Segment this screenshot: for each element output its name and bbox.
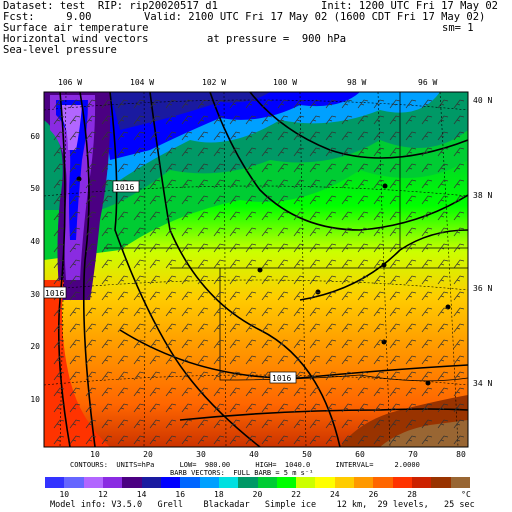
colorbar-cell [180,477,201,488]
lat-label: 36 N [473,284,492,293]
lat-label: 38 N [473,191,492,200]
y-tick-label: 30 [30,290,40,299]
colorbar-cell [141,477,162,488]
temperature-field [44,92,468,447]
x-tick-label: 70 [408,450,418,459]
forecast-hour-label: Fcst: 9.00 [3,11,92,23]
colorbar-cell [450,477,471,488]
barb-vectors-info: BARB VECTORS: FULL BARB = 5 m s⁻¹ [170,469,314,477]
y-tick-label: 20 [30,342,40,351]
isobar-label: 1016 [272,374,291,383]
colorbar-unit: °C [461,490,471,499]
dataset-label: Dataset: test RIP: rip20020517 d1 [3,0,218,12]
y-tick-label: 10 [30,395,40,404]
colorbar-cell [296,477,316,488]
colorbar-cell [315,477,336,488]
colorbar-cell [83,477,104,488]
colorbar-cell [276,477,297,488]
colorbar-cell [45,477,65,488]
colorbar-label: 16 [175,490,186,499]
smoothing-label: sm= 1 [442,22,474,34]
model-info: Model info: V3.5.0 Grell Blackadar Simpl… [50,500,475,510]
lon-label: 100 W [273,78,297,87]
init-time-label: Init: 1200 UTC Fri 17 May 02 [321,0,499,12]
x-tick-label: 40 [249,450,259,459]
lat-label: 40 N [473,96,492,105]
x-tick-label: 20 [143,450,153,459]
isobar-label: 1016 [115,183,134,192]
y-tick-label: 50 [30,184,40,193]
isobar-label: 1016 [45,289,64,298]
colorbar-cell [373,477,394,488]
colorbar-label: 26 [368,490,379,499]
colorbar-label: 22 [291,490,301,499]
colorbar-label: 12 [98,490,108,499]
field-temperature-label: Surface air temperature [3,22,149,34]
contours-info: CONTOURS: UNITS=hPa LOW= 980.00 HIGH= 10… [70,461,420,469]
colorbar-label: 10 [59,490,70,499]
lon-label: 98 W [347,78,366,87]
state-boundaries [104,92,468,382]
colorbar-cell [412,477,432,488]
lon-label: 96 W [418,78,437,87]
colorbar-cell [199,477,220,488]
pressure-level-label: at pressure = 900 hPa [207,33,347,45]
x-tick-label: 30 [196,450,206,459]
wind-barbs [53,99,465,445]
colorbar-cell [160,477,181,488]
colorbar-cell [392,477,413,488]
colorbar-cell [354,477,374,488]
field-wind-label: Horizontal wind vectors [3,33,149,45]
x-tick-label: 10 [90,450,100,459]
x-tick-label: 80 [456,450,466,459]
colorbar-cell [257,477,278,488]
colorbar-cell [431,477,452,488]
lat-label: 34 N [473,379,492,388]
colorbar-cell [64,477,85,488]
colorbar-label: 24 [329,490,340,499]
colorbar-cell [238,477,258,488]
valid-time-label: Valid: 2100 UTC Fri 17 May 02 (1600 CDT … [144,11,486,23]
colorbar-label: 18 [214,490,224,499]
x-tick-label: 60 [355,450,365,459]
lat-lon-grid [44,92,468,447]
lon-label: 104 W [130,78,154,87]
x-tick-label: 50 [302,450,312,459]
y-tick-label: 40 [30,237,40,246]
plot-frame [43,91,469,448]
lon-label: 102 W [202,78,226,87]
colorbar-cell [218,477,239,488]
colorbar-cell [102,477,123,488]
colorbar-label: 28 [407,490,417,499]
field-slp-label: Sea-level pressure [3,44,117,56]
colorbar-label: 14 [136,490,147,499]
colorbar-cell [122,477,143,488]
y-tick-label: 60 [30,132,40,141]
pressure-center-markers [76,176,451,386]
lon-label: 106 W [58,78,82,87]
colorbar-label: 20 [252,490,263,499]
colorbar-cell [334,477,355,488]
